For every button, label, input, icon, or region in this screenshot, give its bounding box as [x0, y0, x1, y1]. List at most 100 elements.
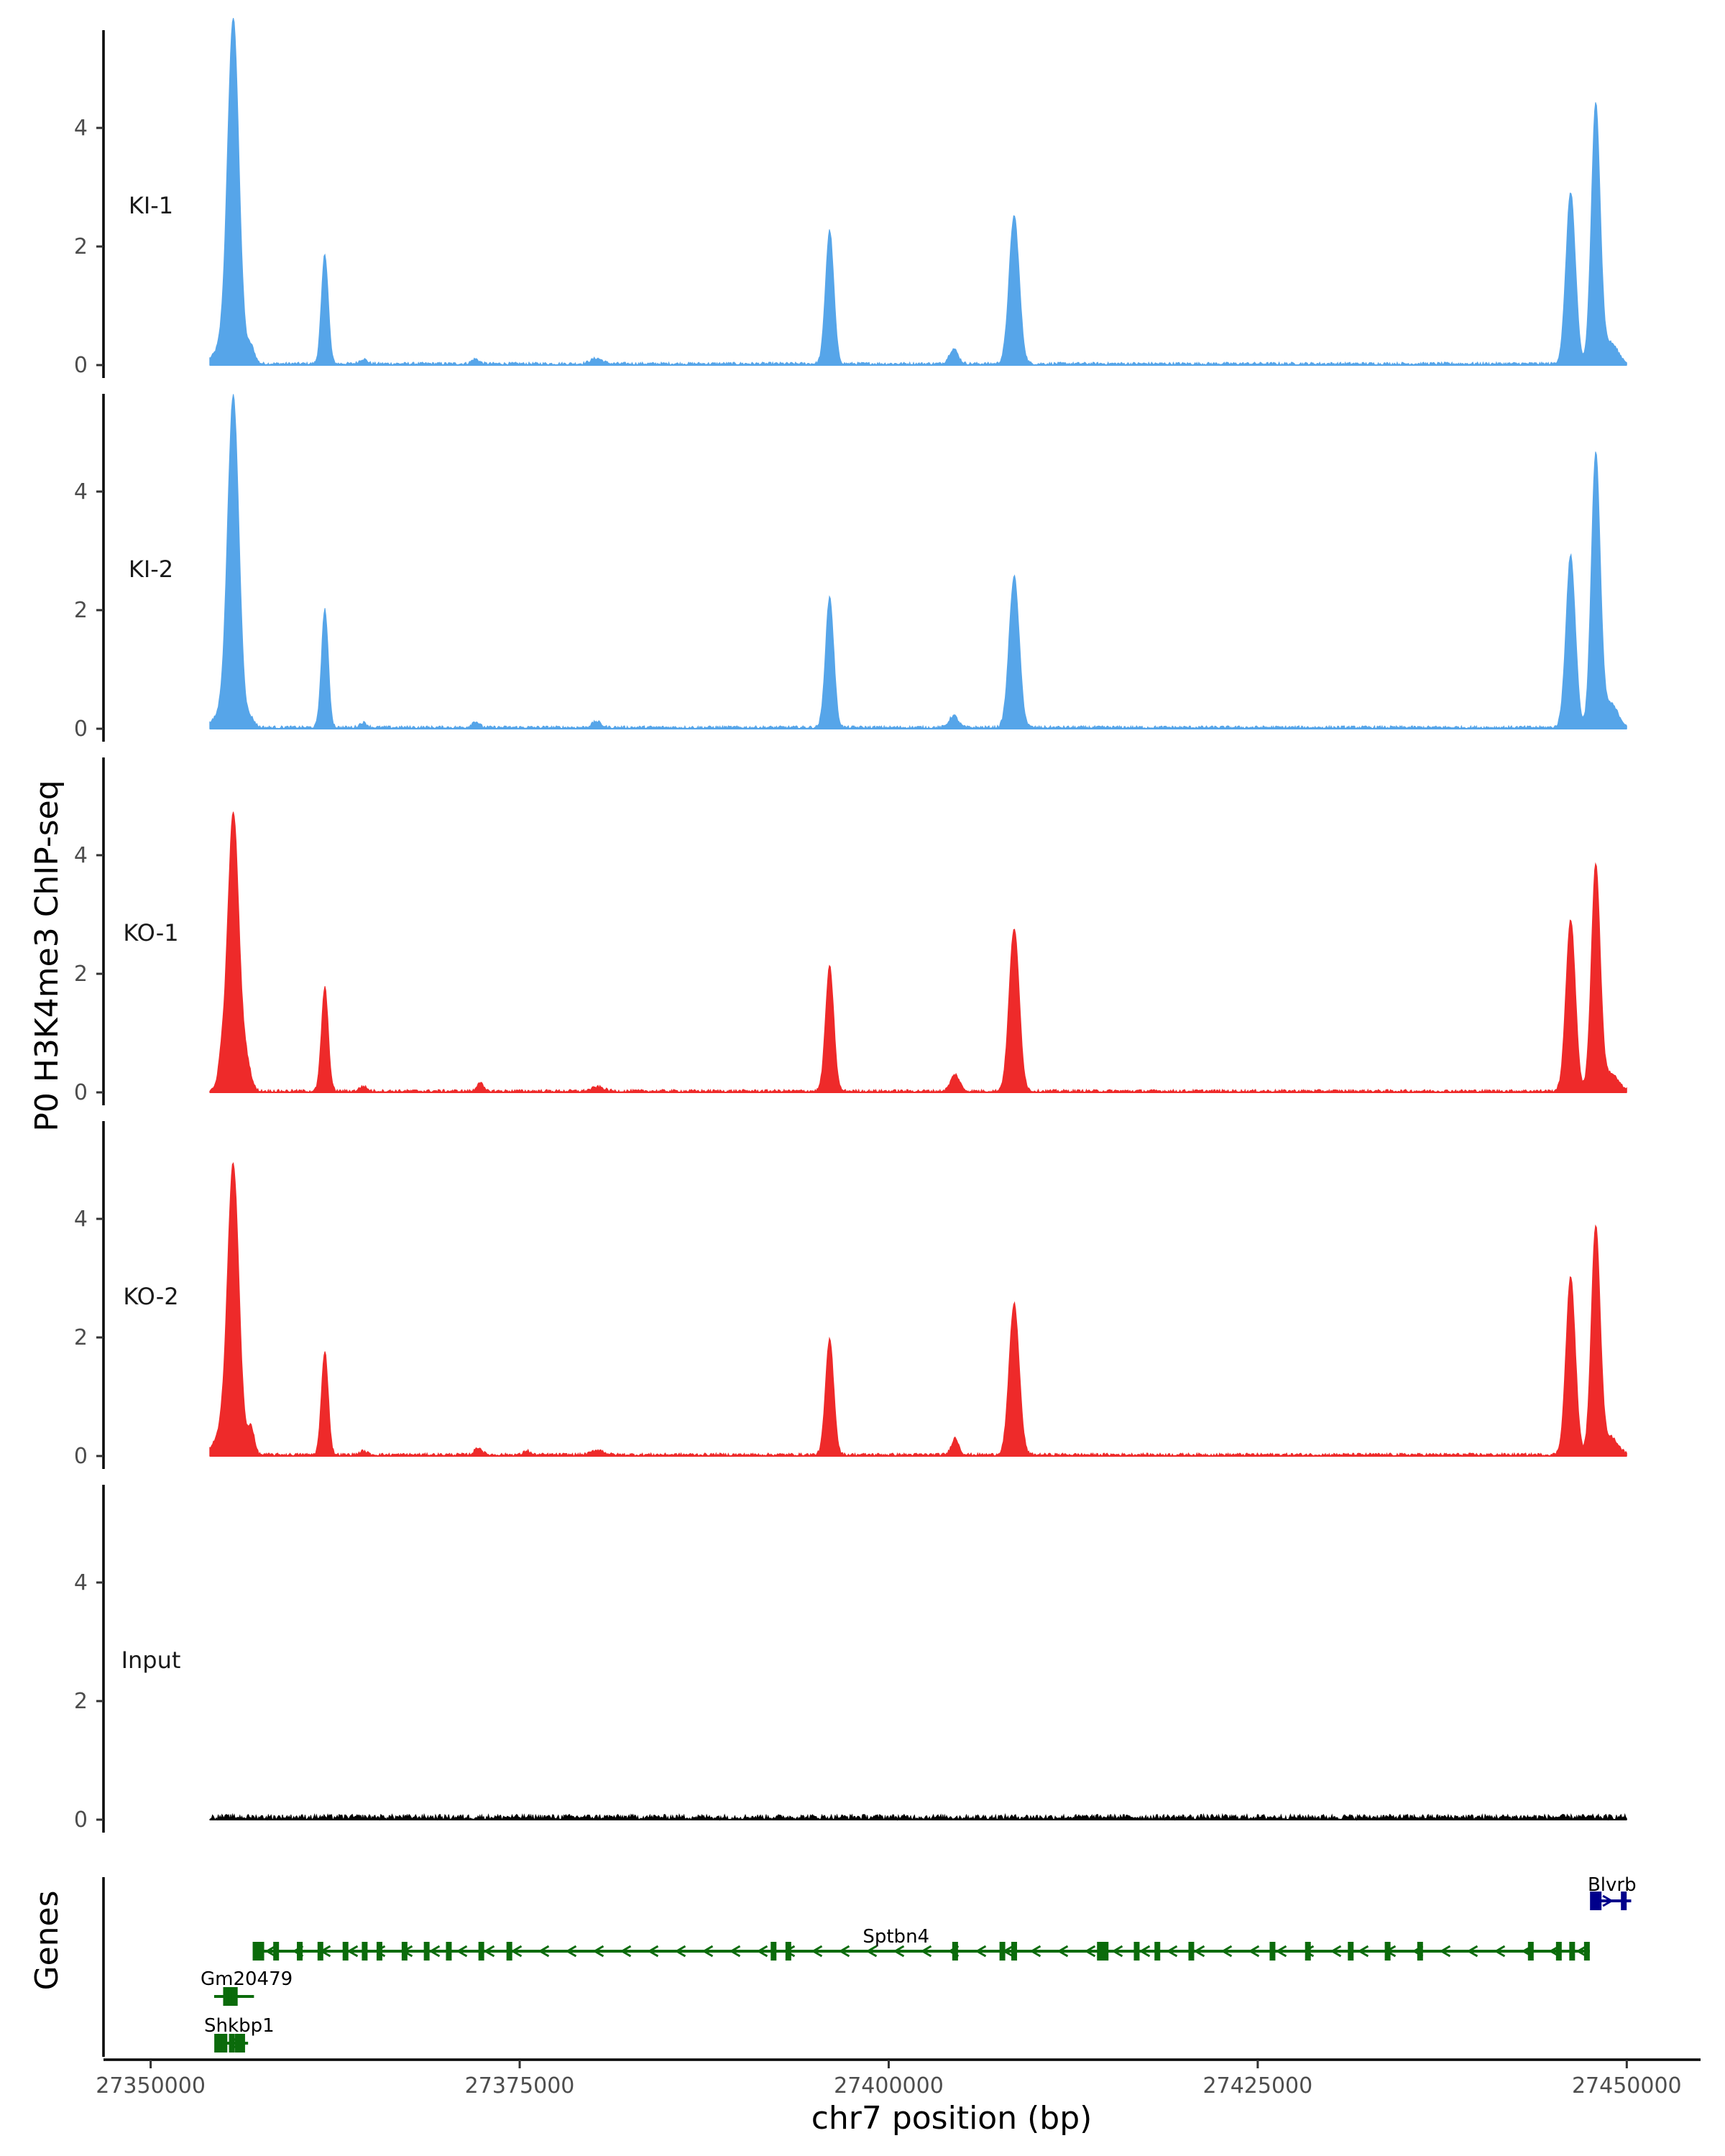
x-tick-label: 27375000 — [465, 2073, 575, 2099]
exon — [297, 1942, 303, 1961]
track-label: KO-1 — [123, 919, 178, 946]
y-axis-title: P0 H3K4me3 ChIP-seq — [29, 780, 65, 1131]
x-tick-label: 27400000 — [834, 2073, 944, 2099]
y-tick-label: 4 — [74, 1207, 88, 1232]
y-tick-label: 0 — [74, 1080, 88, 1105]
exon — [785, 1942, 791, 1961]
strand-arrow — [538, 1945, 550, 1958]
x-axis: 27350000 27375000 27400000 27425000 27450000 — [96, 2058, 1701, 2099]
exon — [506, 1942, 512, 1961]
strand-arrow — [1193, 1945, 1205, 1958]
x-tick-label: 27350000 — [96, 2073, 206, 2099]
exon — [446, 1942, 452, 1961]
signal-area-input — [209, 1812, 1627, 1821]
strand-arrow — [1029, 1945, 1041, 1958]
y-tick-label: 0 — [74, 1444, 88, 1469]
exon — [317, 1942, 323, 1961]
exon — [376, 1942, 382, 1961]
strand-arrow — [483, 1945, 495, 1958]
y-tick-label: 4 — [74, 116, 88, 141]
exon — [1583, 1942, 1590, 1961]
strand-arrow — [865, 1945, 878, 1958]
strand-arrow — [920, 1945, 932, 1958]
x-tick-label: 27425000 — [1203, 2073, 1313, 2099]
gene-shkbp1: Shkbp1 — [204, 2015, 275, 2053]
gene-label: Blvrb — [1588, 1874, 1637, 1896]
strand-arrow — [620, 1945, 632, 1958]
y-tick-label: 4 — [74, 1570, 88, 1595]
strand-arrow — [1084, 1945, 1096, 1958]
x-axis-title: chr7 position (bp) — [811, 2100, 1092, 2137]
exon — [239, 2034, 245, 2053]
signal-area-ko-2 — [209, 1161, 1627, 1457]
strand-arrow — [1466, 1945, 1478, 1958]
exon — [1188, 1942, 1195, 1961]
exon — [252, 1942, 264, 1961]
exon — [1621, 1892, 1627, 1910]
strand-arrow — [1576, 1945, 1588, 1958]
strand-arrow — [838, 1945, 850, 1958]
exon — [1348, 1942, 1354, 1961]
track-label: KI-2 — [129, 556, 173, 583]
strand-arrow — [1275, 1945, 1287, 1958]
exon — [770, 1942, 777, 1961]
signal-area-ki-1 — [209, 17, 1627, 367]
strand-arrow — [1111, 1945, 1123, 1958]
track-ko-2: 0 2 4 KO-2 — [74, 1121, 1627, 1469]
y-tick-label: 2 — [74, 962, 88, 987]
strand-arrow — [592, 1945, 604, 1958]
exon — [1527, 1942, 1534, 1961]
exon — [1569, 1942, 1576, 1961]
y-tick-label: 2 — [74, 1325, 88, 1350]
strand-arrow — [975, 1945, 987, 1958]
y-tick-label: 2 — [74, 1689, 88, 1714]
track-ki-1: 0 2 4 KI-1 — [74, 17, 1627, 378]
strand-arrow — [1357, 1945, 1369, 1958]
exon — [952, 1942, 958, 1961]
y-tick-label: 2 — [74, 234, 88, 259]
strand-arrow — [674, 1945, 686, 1958]
strand-arrow — [428, 1945, 441, 1958]
strand-arrow — [811, 1945, 823, 1958]
x-tick-label: 27450000 — [1572, 2073, 1682, 2099]
exon — [423, 1942, 430, 1961]
strand-arrow — [346, 1945, 359, 1958]
exon — [1154, 1942, 1161, 1961]
strand-arrow — [756, 1945, 768, 1958]
strand-arrow — [510, 1945, 523, 1958]
signal-area-ko-1 — [209, 811, 1627, 1094]
exon — [1269, 1942, 1276, 1961]
strand-arrow — [1602, 1894, 1614, 1907]
exon — [1011, 1942, 1018, 1961]
gene-blvrb: Blvrb — [1588, 1874, 1637, 1910]
strand-arrow — [1439, 1945, 1451, 1958]
strand-arrow — [893, 1945, 905, 1958]
exon — [362, 1942, 368, 1961]
strand-arrow — [729, 1945, 741, 1958]
genes-axis-title: Genes — [29, 1890, 65, 1990]
strand-arrow — [565, 1945, 577, 1958]
y-tick-label: 2 — [74, 598, 88, 623]
exon — [999, 1942, 1006, 1961]
signal-area-ki-2 — [209, 394, 1627, 730]
exon — [234, 2034, 241, 2053]
exon — [401, 1942, 408, 1961]
gene-label: Gm20479 — [201, 1968, 293, 1990]
track-label: KO-2 — [123, 1283, 178, 1310]
track-ko-1: 0 2 4 KO-1 — [74, 757, 1627, 1105]
exon — [1590, 1892, 1602, 1910]
strand-arrow — [647, 1945, 659, 1958]
track-label: KI-1 — [129, 192, 173, 219]
exon — [342, 1942, 349, 1961]
strand-arrow — [702, 1945, 714, 1958]
signal-tracks: 0 2 4 KI-1 0 2 4 KI-2 0 2 4 KO-1 0 2 4 KO-2 0 2 4 Input — [74, 17, 1627, 1833]
y-tick-label: 0 — [74, 1807, 88, 1833]
gene-gm20479: Gm20479 — [201, 1968, 293, 2006]
y-tick-label: 4 — [74, 479, 88, 505]
gene-label: Sptbn4 — [862, 1926, 929, 1948]
gene-sptbn4: Sptbn4 — [252, 1926, 1590, 1961]
y-tick-label: 4 — [74, 843, 88, 868]
exon — [229, 1987, 235, 2006]
track-ki-2: 0 2 4 KI-2 — [74, 394, 1627, 742]
